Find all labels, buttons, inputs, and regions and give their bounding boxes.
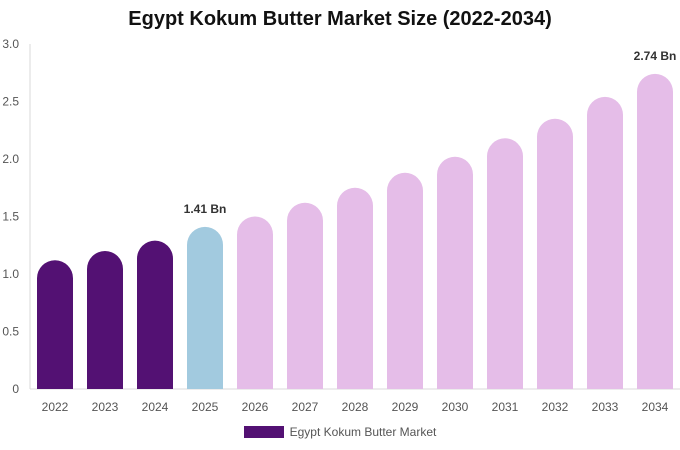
- legend-swatch: [243, 426, 284, 438]
- x-tick-label: 2027: [292, 400, 319, 414]
- bar-2022: [37, 260, 73, 389]
- bar-2030: [437, 156, 473, 389]
- x-tick-label: 2026: [242, 400, 269, 414]
- y-tick-label: 1.5: [2, 210, 19, 224]
- x-tick-label: 2024: [142, 400, 169, 414]
- x-tick-label: 2022: [42, 400, 69, 414]
- x-tick-label: 2033: [592, 400, 619, 414]
- legend: Egypt Kokum Butter Market: [0, 425, 680, 439]
- x-tick-label: 2028: [342, 400, 369, 414]
- y-tick-label: 0.5: [2, 325, 19, 339]
- bar-2027: [287, 202, 323, 389]
- chart-title: Egypt Kokum Butter Market Size (2022-203…: [128, 8, 552, 30]
- x-tick-label: 2031: [492, 400, 519, 414]
- y-tick-label: 0: [12, 382, 19, 396]
- bar-2024: [137, 240, 173, 389]
- data-label-2025: 1.41 Bn: [184, 202, 227, 216]
- y-tick-label: 2.5: [2, 95, 19, 109]
- y-tick-label: 1.0: [2, 267, 19, 281]
- data-label-2034: 2.74 Bn: [634, 49, 677, 63]
- bar-2033: [587, 96, 623, 389]
- bar-2034: [637, 73, 673, 390]
- bar-2026: [237, 216, 273, 389]
- bar-2028: [337, 187, 373, 389]
- x-tick-label: 2029: [392, 400, 419, 414]
- bar-2025: [187, 226, 223, 389]
- x-tick-label: 2025: [192, 400, 219, 414]
- y-tick-label: 2.0: [2, 152, 19, 166]
- bar-2023: [87, 251, 123, 389]
- x-tick-label: 2034: [642, 400, 669, 414]
- legend-label: Egypt Kokum Butter Market: [289, 425, 437, 439]
- bar-2031: [487, 138, 523, 389]
- bar-2032: [537, 118, 573, 389]
- x-tick-label: 2032: [542, 400, 569, 414]
- bar-2029: [387, 172, 423, 389]
- x-tick-label: 2023: [92, 400, 119, 414]
- x-tick-label: 2030: [442, 400, 469, 414]
- y-tick-label: 3.0: [2, 37, 19, 51]
